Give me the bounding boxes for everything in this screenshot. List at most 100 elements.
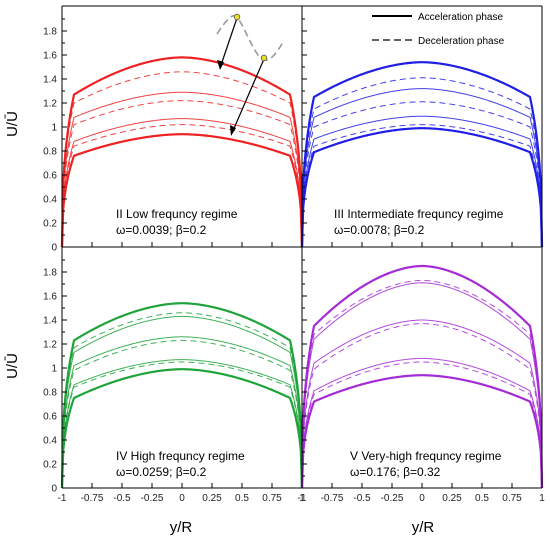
x-tick-label: 0.75 bbox=[502, 493, 522, 504]
axes-layer: 0 0.2 0.4 0.6 0.8 1 1.2 1.4 1.6 1.8 0 0.2 0.4 0.6 0.8 1… bbox=[43, 5, 545, 504]
x-tick-label: 1 bbox=[539, 493, 545, 504]
series-line bbox=[61, 71, 303, 248]
x-tick-label: 0 bbox=[179, 493, 185, 504]
legend-acceleration-label: Acceleration phase bbox=[418, 12, 503, 23]
series-line bbox=[61, 100, 303, 248]
y-tick-label: 0 bbox=[51, 484, 57, 495]
y-tick-label: 1 bbox=[51, 364, 57, 375]
panel-IV: IV High frequncy regime ω=0.0259; β=0.2 bbox=[60, 302, 304, 489]
y-tick-label: 1.4 bbox=[43, 316, 57, 327]
panel-II-regime-label: II Low frequncy regime bbox=[116, 207, 238, 221]
panel-II: II Low frequncy regime ω=0.0039; β=0.2 bbox=[60, 13, 304, 248]
legend-deceleration-label: Deceleration phase bbox=[418, 36, 505, 47]
panel-V: V Very-high frequncy regime ω=0.176; β=0.… bbox=[300, 264, 544, 489]
y-tick-label: 1.8 bbox=[43, 268, 57, 279]
series-line bbox=[301, 282, 543, 489]
series-line bbox=[61, 118, 303, 248]
y-tick-label: 0.4 bbox=[43, 436, 57, 447]
inset-wave bbox=[216, 15, 284, 61]
inset-arrow-acceleration bbox=[219, 17, 238, 69]
x-tick-label: 0.5 bbox=[235, 493, 249, 504]
series-line bbox=[60, 56, 304, 248]
x-tick-label: -0.25 bbox=[141, 493, 164, 504]
series-line bbox=[301, 319, 543, 489]
y-axis-label-bottom-text: U/Ū bbox=[4, 353, 21, 379]
series-line bbox=[60, 133, 304, 248]
x-axis-label-left: y/R bbox=[170, 519, 193, 536]
y-tick-label: 1.2 bbox=[43, 340, 57, 351]
y-axis-label-top: U/Ū bbox=[4, 111, 21, 137]
series-line bbox=[61, 312, 303, 489]
y-tick-label: 0.2 bbox=[43, 219, 57, 230]
legend: Acceleration phase Deceleration phase bbox=[372, 12, 505, 47]
series-line bbox=[301, 124, 543, 248]
y-tick-label: 0.8 bbox=[43, 147, 57, 158]
series-line bbox=[301, 323, 543, 489]
y-axis-label-top-text: U/Ū bbox=[4, 111, 21, 137]
series-line bbox=[301, 279, 543, 489]
panel-V-regime-label: V Very-high frequncy regime bbox=[350, 449, 502, 463]
inset-point-acceleration bbox=[233, 13, 241, 21]
y-tick-label: 1.6 bbox=[43, 292, 57, 303]
series-line bbox=[301, 357, 543, 489]
y-tick-label: 1.6 bbox=[43, 51, 57, 62]
x-tick-label: 0.25 bbox=[202, 493, 222, 504]
series-line bbox=[301, 77, 543, 248]
series-line bbox=[300, 374, 544, 489]
series-line bbox=[301, 361, 543, 489]
panel-III-regime-label: III Intermediate frequncy regime bbox=[334, 207, 504, 221]
y-tick-label: 0.6 bbox=[43, 412, 57, 423]
x-tick-label: 1 bbox=[299, 493, 305, 504]
y-tick-label: 0.4 bbox=[43, 195, 57, 206]
series-line bbox=[301, 115, 543, 248]
series-line bbox=[61, 124, 303, 248]
y-tick-label: 0.8 bbox=[43, 388, 57, 399]
series-line bbox=[300, 264, 544, 489]
series-line bbox=[61, 91, 303, 248]
x-tick-label: -0.25 bbox=[381, 493, 404, 504]
panel-IV-parameters-label: ω=0.0259; β=0.2 bbox=[116, 465, 207, 479]
x-tick-label: 0 bbox=[419, 493, 425, 504]
y-axis-label-bottom: U/Ū bbox=[4, 353, 21, 379]
y-tick-label: 0.6 bbox=[43, 171, 57, 182]
y-tick-label: 1 bbox=[51, 123, 57, 134]
x-tick-label: -1 bbox=[298, 493, 307, 504]
series-line bbox=[61, 315, 303, 489]
y-tick-label: 1.2 bbox=[43, 99, 57, 110]
inset-arrow-deceleration bbox=[231, 58, 265, 134]
y-tick-label: 1.4 bbox=[43, 75, 57, 86]
x-tick-label: -0.5 bbox=[113, 493, 131, 504]
series-line bbox=[301, 101, 543, 248]
phase-inset bbox=[216, 13, 284, 136]
panel-IV-regime-label: IV High frequncy regime bbox=[116, 449, 245, 463]
panel-V-parameters-label: ω=0.176; β=0.32 bbox=[350, 465, 441, 479]
inset-point-deceleration bbox=[260, 54, 268, 62]
series-line bbox=[61, 361, 303, 489]
series-line bbox=[300, 61, 544, 248]
inset-arrowhead-acceleration bbox=[217, 60, 224, 70]
series-line bbox=[61, 336, 303, 489]
y-tick-label: 0 bbox=[51, 243, 57, 254]
panels-layer: II Low frequncy regime ω=0.0039; β=0.2 III… bbox=[60, 13, 544, 489]
series-line bbox=[60, 368, 304, 489]
x-tick-label: -0.5 bbox=[353, 493, 371, 504]
x-tick-label: 0.5 bbox=[475, 493, 489, 504]
series-line bbox=[301, 88, 543, 248]
y-tick-label: 0.2 bbox=[43, 460, 57, 471]
x-axis-label-right: y/R bbox=[412, 519, 435, 536]
x-tick-label: -1 bbox=[58, 493, 67, 504]
y-tick-label: 1.8 bbox=[43, 27, 57, 38]
x-tick-label: -0.75 bbox=[81, 493, 104, 504]
series-line bbox=[61, 359, 303, 489]
inset-arrowhead-deceleration bbox=[230, 125, 236, 136]
x-tick-label: 0.25 bbox=[442, 493, 462, 504]
panel-III: III Intermediate frequncy regime ω=0.0078… bbox=[300, 61, 544, 248]
series-line bbox=[60, 302, 304, 489]
series-line bbox=[61, 339, 303, 489]
x-tick-label: 0.75 bbox=[262, 493, 282, 504]
series-line bbox=[300, 127, 544, 248]
panel-II-parameters-label: ω=0.0039; β=0.2 bbox=[116, 223, 207, 237]
panel-III-parameters-label: ω=0.0078; β=0.2 bbox=[334, 223, 425, 237]
x-tick-label: -0.75 bbox=[321, 493, 344, 504]
